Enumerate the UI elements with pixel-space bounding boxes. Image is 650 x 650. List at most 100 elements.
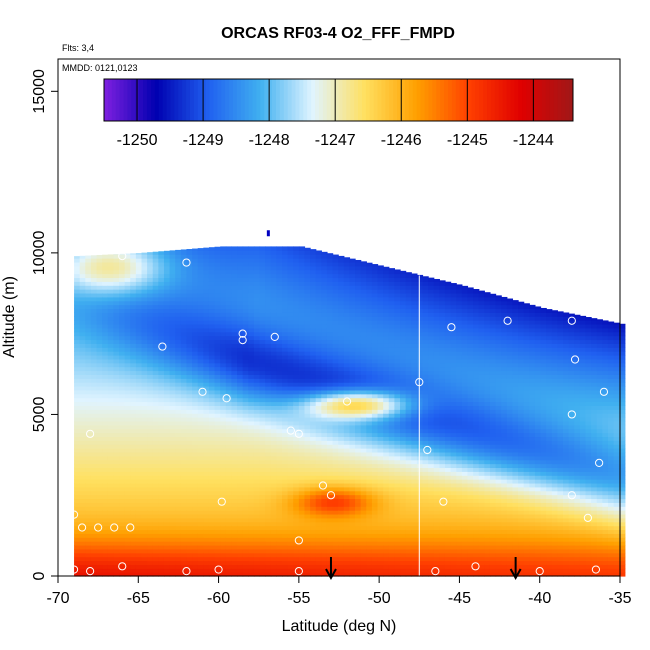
heat-cell <box>310 254 317 259</box>
heat-cell <box>147 552 154 558</box>
heat-cell <box>79 261 86 267</box>
heat-cell <box>231 393 238 399</box>
heat-cell <box>169 467 176 472</box>
heat-cell <box>231 378 238 383</box>
heat-cell <box>394 479 401 484</box>
heat-cell <box>220 432 227 438</box>
heat-cell <box>265 506 272 511</box>
heat-cell <box>310 564 317 569</box>
heat-cell <box>242 285 249 290</box>
heat-cell <box>282 521 289 527</box>
heat-cell <box>371 351 379 356</box>
heat-cell <box>225 393 233 399</box>
heat-cell <box>405 537 412 542</box>
heat-cell <box>124 432 131 438</box>
heat-cell <box>158 506 165 511</box>
heat-cell <box>158 564 165 569</box>
heat-cell <box>332 537 339 542</box>
heat-cell <box>192 533 199 538</box>
heat-cell <box>265 413 272 418</box>
heat-cell <box>270 568 277 573</box>
heat-cell <box>315 572 322 577</box>
heat-cell <box>85 320 92 325</box>
heat-cell <box>400 366 407 372</box>
heat-cell <box>175 467 182 472</box>
heat-cell <box>405 479 412 484</box>
heat-cell <box>298 560 306 565</box>
heat-cell <box>326 451 334 457</box>
heat-cell <box>332 312 339 317</box>
heat-cell <box>135 544 143 550</box>
heat-cell <box>265 451 272 457</box>
heat-cell <box>248 525 255 531</box>
heat-cell <box>208 525 216 531</box>
heat-cell <box>321 362 328 368</box>
heat-cell <box>282 246 289 251</box>
heat-cell <box>383 544 390 550</box>
heat-cell <box>310 556 317 562</box>
heat-cell <box>203 335 210 341</box>
heat-cell <box>192 510 199 515</box>
heat-cell <box>383 417 390 422</box>
heat-cell <box>113 440 120 445</box>
heat-cell <box>197 296 204 302</box>
heat-cell <box>287 246 294 251</box>
heat-cell <box>253 269 261 275</box>
heat-cell <box>321 417 328 422</box>
heat-cell <box>107 401 114 406</box>
heat-cell <box>377 320 384 325</box>
heat-cell <box>237 281 244 286</box>
heat-cell <box>310 250 317 255</box>
heat-cell <box>79 277 86 282</box>
heat-cell <box>270 572 277 577</box>
heat-cell <box>192 281 199 286</box>
heat-cell <box>79 292 86 298</box>
heat-cell <box>276 475 283 480</box>
heat-cell <box>400 292 407 298</box>
heat-cell <box>259 362 266 368</box>
heat-cell <box>203 397 210 403</box>
heat-cell <box>180 351 188 356</box>
heat-cell <box>175 254 182 259</box>
heat-cell <box>276 382 283 387</box>
heat-cell <box>85 517 92 523</box>
heat-cell <box>270 382 277 387</box>
heat-cell <box>163 331 171 337</box>
heat-cell <box>192 444 199 449</box>
heat-cell <box>152 258 159 263</box>
heat-cell <box>349 560 356 565</box>
heat-cell <box>248 250 255 255</box>
heat-cell <box>304 269 311 275</box>
heat-cell <box>332 397 339 403</box>
heat-cell <box>265 351 272 356</box>
heat-cell <box>208 482 216 488</box>
heat-cell <box>180 300 188 306</box>
heat-cell <box>85 374 92 379</box>
heat-cell <box>270 482 277 488</box>
heat-cell <box>355 510 362 515</box>
heat-cell <box>158 281 165 286</box>
heat-cell <box>90 424 98 430</box>
heat-cell <box>135 482 143 488</box>
heat-cell <box>248 533 255 538</box>
heat-cell <box>96 405 103 410</box>
heat-cell <box>265 420 272 426</box>
heat-cell <box>388 300 395 306</box>
heat-cell <box>349 327 356 333</box>
heat-cell <box>265 502 272 507</box>
heat-cell <box>343 347 351 352</box>
heat-cell <box>298 444 306 449</box>
heat-cell <box>231 413 238 418</box>
heat-cell <box>338 424 345 430</box>
heat-cell <box>338 510 345 515</box>
heat-cell <box>208 490 216 496</box>
heat-cell <box>147 428 154 434</box>
heat-cell <box>203 316 210 321</box>
heat-cell <box>158 401 165 406</box>
heat-cell <box>304 304 311 310</box>
heat-cell <box>371 475 379 480</box>
heat-cell <box>377 327 384 333</box>
heat-cell <box>220 506 227 511</box>
heat-cell <box>259 440 266 445</box>
heat-cell <box>394 382 401 387</box>
